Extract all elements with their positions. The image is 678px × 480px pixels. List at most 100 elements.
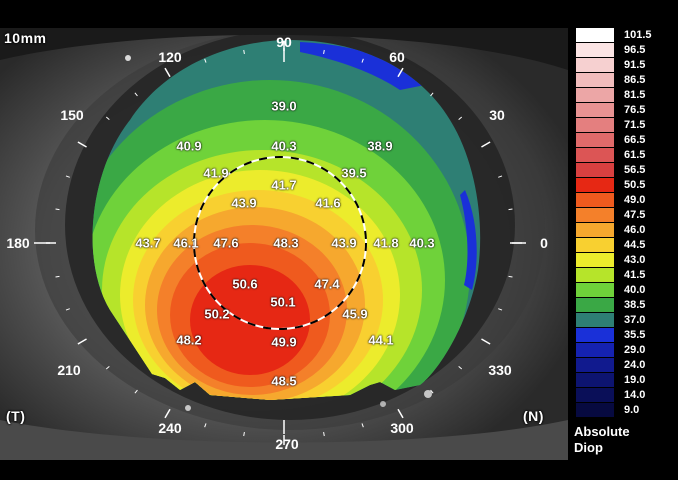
scale-row: 96.5 (576, 43, 645, 58)
map-value: 41.8 (373, 235, 399, 251)
scale-row: 49.0 (576, 193, 645, 208)
scale-swatch (576, 403, 614, 418)
scale-value: 56.5 (624, 164, 646, 176)
angle-label-90: 90 (276, 34, 292, 50)
angle-tick (55, 275, 60, 278)
scale-swatch (576, 223, 614, 238)
scale-row: 76.5 (576, 103, 645, 118)
angle-tick (361, 423, 364, 428)
scale-row: 41.5 (576, 268, 645, 283)
scale-value: 96.5 (624, 44, 646, 56)
scale-row: 46.0 (576, 223, 645, 238)
scale-swatch (576, 268, 614, 283)
map-value: 46.1 (173, 235, 199, 251)
scale-value: 47.5 (624, 209, 646, 221)
curvature-map (92, 40, 481, 400)
scale-value: 66.5 (624, 134, 646, 146)
scale-row: 38.5 (576, 298, 645, 313)
angle-tick (134, 92, 138, 97)
angle-tick (243, 49, 245, 55)
scale-row: 29.0 (576, 343, 645, 358)
scale-row: 71.5 (576, 118, 645, 133)
scale-value: 19.0 (624, 374, 646, 386)
scale-row: 19.0 (576, 373, 645, 388)
angle-tick (481, 338, 491, 345)
pupil-outline-dash (193, 156, 367, 330)
map-value: 38.9 (367, 138, 393, 154)
scale-value: 86.5 (624, 74, 646, 86)
scale-value: 50.5 (624, 179, 646, 191)
legend-line-diop: Diop (574, 440, 603, 455)
scale-swatch (576, 58, 614, 73)
map-value: 40.3 (271, 138, 297, 154)
angle-label-210: 210 (57, 362, 81, 378)
scale-row: 61.5 (576, 148, 645, 163)
angle-tick (164, 67, 171, 78)
map-value: 41.9 (203, 165, 229, 181)
map-value: 40.9 (176, 138, 202, 154)
scale-value: 29.0 (624, 344, 646, 356)
angle-label-300: 300 (390, 420, 414, 436)
scale-value: 43.0 (624, 254, 646, 266)
scale-swatch (576, 283, 614, 298)
angle-tick (65, 308, 70, 311)
map-value: 50.2 (204, 306, 230, 322)
angle-tick (498, 308, 503, 311)
map-value: 48.2 (176, 332, 202, 348)
angle-tick (105, 366, 110, 370)
angle-tick (430, 92, 434, 97)
upper-lashes (0, 28, 568, 70)
scale-row: 40.0 (576, 283, 645, 298)
legend-line-absolute: Absolute (574, 424, 630, 439)
scale-row: 56.5 (576, 163, 645, 178)
angle-tick (204, 58, 207, 63)
angle-tick (55, 208, 60, 211)
scale-swatch (576, 193, 614, 208)
scale-row: 24.0 (576, 358, 645, 373)
map-value: 50.1 (270, 294, 296, 310)
scale-swatch (576, 208, 614, 223)
scale-row: 66.5 (576, 133, 645, 148)
map-value: 49.9 (271, 334, 297, 350)
scale-row: 35.5 (576, 328, 645, 343)
scale-row: 81.5 (576, 88, 645, 103)
angle-tick (458, 116, 463, 120)
diopter-scale: 101.5 96.5 91.5 86.5 81.5 76.5 71.5 66.5 61.5 56.… (576, 28, 652, 418)
scale-swatch (576, 88, 614, 103)
map-value: 47.6 (213, 235, 239, 251)
scale-value: 49.0 (624, 194, 646, 206)
map-value: 41.6 (315, 195, 341, 211)
scale-row: 101.5 (576, 28, 652, 43)
map-value: 45.9 (342, 306, 368, 322)
nasal-marker: (N) (523, 408, 544, 424)
map-value: 39.0 (271, 98, 297, 114)
scale-swatch (576, 28, 614, 43)
scale-swatch (576, 358, 614, 373)
scale-value: 41.5 (624, 269, 646, 281)
scale-row: 43.0 (576, 253, 645, 268)
scale-value: 38.5 (624, 299, 646, 311)
scale-value: 71.5 (624, 119, 646, 131)
angle-label-180: 180 (6, 235, 30, 251)
scale-value: 35.5 (624, 329, 646, 341)
scale-row: 44.5 (576, 238, 645, 253)
map-value: 43.9 (231, 195, 257, 211)
angle-tick (397, 67, 404, 78)
scale-swatch (576, 328, 614, 343)
angle-tick (361, 58, 364, 63)
scale-value: 81.5 (624, 89, 646, 101)
angle-label-150: 150 (60, 107, 84, 123)
scale-swatch (576, 163, 614, 178)
scale-value: 14.0 (624, 389, 646, 401)
scale-row: 37.0 (576, 313, 645, 328)
scale-swatch (576, 388, 614, 403)
scale-value: 37.0 (624, 314, 646, 326)
scale-swatch (576, 238, 614, 253)
scale-swatch (576, 148, 614, 163)
scale-swatch (576, 178, 614, 193)
angle-label-330: 330 (488, 362, 512, 378)
angle-label-270: 270 (275, 436, 299, 452)
angle-tick (105, 116, 110, 120)
angle-tick (204, 423, 207, 428)
